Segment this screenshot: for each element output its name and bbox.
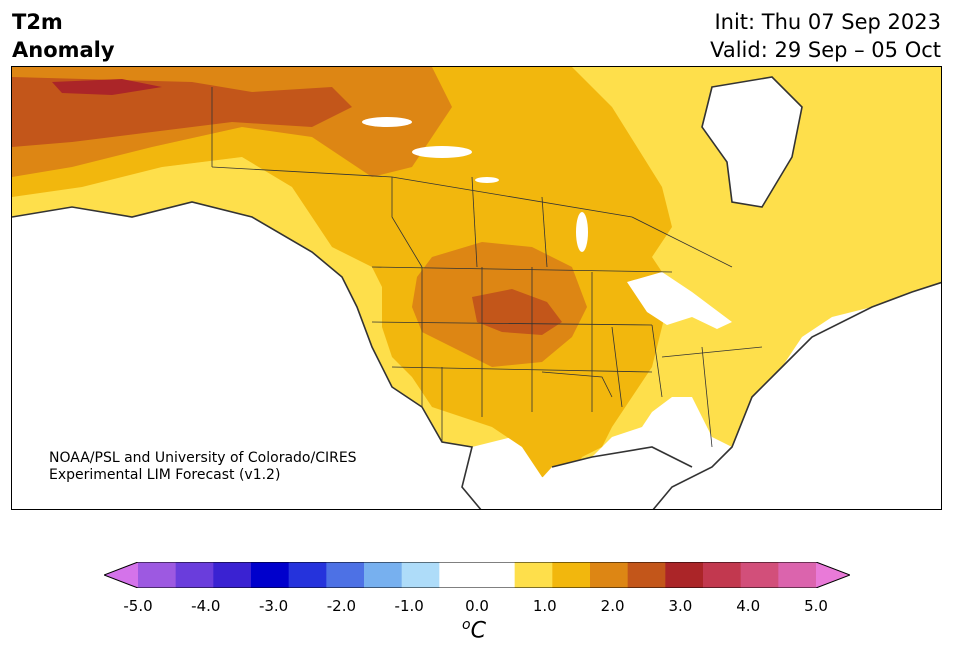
credit-line-1: NOAA/PSL and University of Colorado/CIRE… xyxy=(49,450,357,466)
colorbar-segment xyxy=(590,562,629,588)
credit-text: NOAA/PSL and University of Colorado/CIRE… xyxy=(49,450,357,484)
gulf-of-mexico xyxy=(513,447,702,509)
colorbar-segment xyxy=(138,562,177,588)
colorbar-segment xyxy=(439,562,478,588)
colorbar-segment xyxy=(740,562,779,588)
atlantic-ocean xyxy=(653,282,941,509)
title-line-2: Anomaly xyxy=(12,38,115,62)
colorbar-segment xyxy=(778,562,817,588)
colorbar-tick-label: -1.0 xyxy=(394,597,424,615)
colorbar-tick-label: 3.0 xyxy=(668,597,693,615)
anomaly-map xyxy=(11,66,942,510)
region-moderate-anomaly xyxy=(12,67,672,487)
colorbar-tick-label: 5.0 xyxy=(804,597,828,615)
colorbar-tick-label: 2.0 xyxy=(600,597,625,615)
colorbar-segment xyxy=(477,562,516,588)
valid-range: Valid: 29 Sep – 05 Oct xyxy=(710,38,941,62)
title-line-1: T2m xyxy=(12,10,63,34)
coastline-hudson xyxy=(701,76,803,208)
lake-athabasca xyxy=(475,177,499,183)
colorbar-segment xyxy=(552,562,591,588)
colorbar-segment xyxy=(213,562,252,588)
colorbar xyxy=(104,562,850,588)
colorbar-segment xyxy=(288,562,327,588)
region-high-anomaly xyxy=(12,77,352,147)
colorbar-ticks: -5.0 -4.0 -3.0 -2.0 -1.0 0.0 1.0 2.0 3.0 4.0 5.0 xyxy=(0,597,953,617)
unit-degree: o xyxy=(462,617,471,633)
colorbar-tick-label: 1.0 xyxy=(532,597,557,615)
colorbar-tick-label: -2.0 xyxy=(326,597,357,615)
great-bear-lake xyxy=(412,146,472,158)
great-lakes xyxy=(627,272,732,329)
colorbar-segment xyxy=(326,562,365,588)
coastline-pacific xyxy=(12,201,482,509)
colorbar-tick-label: 4.0 xyxy=(736,597,761,615)
pacific-ocean xyxy=(12,202,481,509)
colorbar-segment xyxy=(175,562,214,588)
colorbar-unit: oC xyxy=(462,617,486,643)
colorbar-segment xyxy=(251,562,290,588)
colorbar-segment xyxy=(665,562,704,588)
political-borders xyxy=(211,87,763,448)
map-title: T2m Anomaly xyxy=(12,8,115,64)
colorbar-tick-label: -4.0 xyxy=(191,597,221,615)
colorbar-segment xyxy=(627,562,666,588)
coastline-gulf xyxy=(551,446,693,468)
colorbar-segment xyxy=(703,562,742,588)
colorbar-tick-label: -3.0 xyxy=(258,597,289,615)
forecast-dates: Init: Thu 07 Sep 2023 Valid: 29 Sep – 05… xyxy=(710,8,941,64)
colorbar-tick-label: -5.0 xyxy=(123,597,153,615)
colorbar-extend-high xyxy=(816,562,850,588)
credit-line-2: Experimental LIM Forecast (v1.2) xyxy=(49,467,281,483)
colorbar-segment xyxy=(514,562,553,588)
unit-celsius: C xyxy=(470,618,486,644)
hudson-bay xyxy=(702,77,802,207)
coastline-atlantic xyxy=(652,281,941,509)
colorbar-extend-low xyxy=(104,562,138,588)
colorbar-segment xyxy=(364,562,403,588)
colorbar-segment xyxy=(401,562,440,588)
colorbar-tick-label: 0.0 xyxy=(465,597,489,615)
lake-winnipeg xyxy=(576,212,588,252)
great-slave-lake xyxy=(362,117,412,127)
init-date: Init: Thu 07 Sep 2023 xyxy=(714,10,941,34)
map-canvas xyxy=(12,67,941,509)
region-extreme-anomaly xyxy=(52,79,162,95)
